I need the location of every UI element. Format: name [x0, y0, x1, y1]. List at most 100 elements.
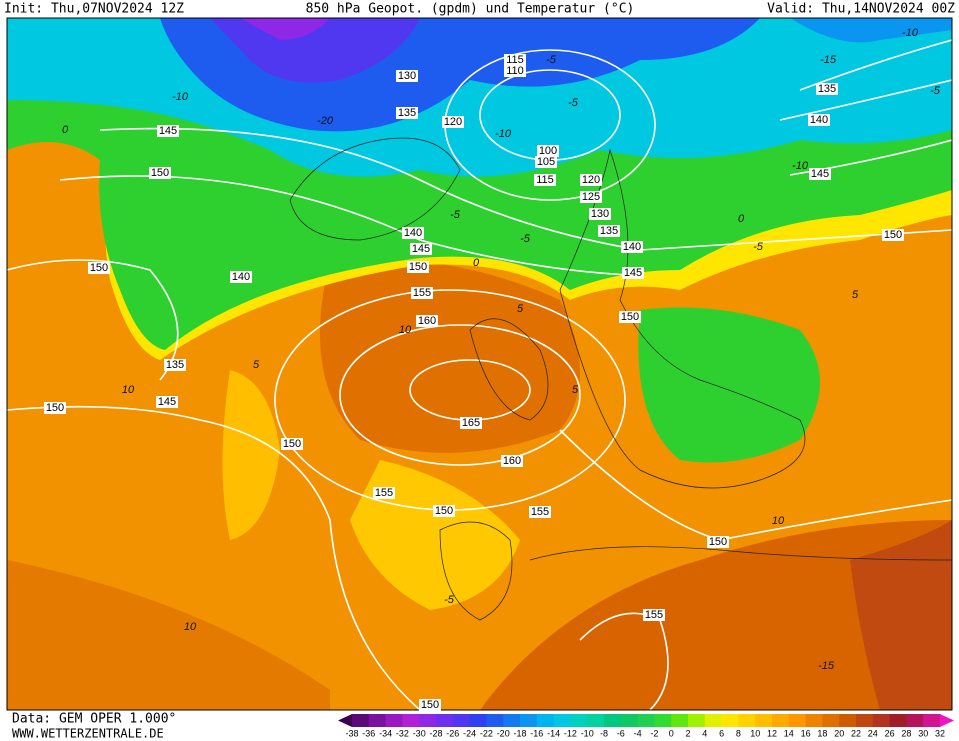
temperature-label: 0 — [738, 213, 745, 225]
colorbar-swatch — [436, 714, 454, 727]
temperature-label: 0 — [473, 257, 480, 269]
temperature-label: -15 — [820, 54, 837, 66]
colorbar-swatch — [402, 714, 420, 727]
label-box — [419, 699, 441, 711]
colorbar-label: -24 — [463, 728, 476, 738]
colorbar-swatch — [385, 714, 403, 727]
geopotential-label: 150 — [884, 229, 902, 241]
label-box — [621, 241, 643, 253]
temperature-label: -5 — [546, 54, 557, 66]
colorbar-label: 16 — [801, 728, 811, 738]
colorbar-label: 12 — [767, 728, 777, 738]
colorbar-label: 24 — [868, 728, 878, 738]
map-title: 850 hPa Geopot. (gpdm) und Temperatur (°… — [306, 2, 635, 17]
geopotential-label: 165 — [462, 417, 480, 429]
geopotential-label: 145 — [412, 243, 430, 255]
label-box — [44, 402, 66, 414]
geopotential-label: 150 — [151, 167, 169, 179]
colorbar-label: 10 — [750, 728, 760, 738]
geopotential-label: 135 — [398, 107, 416, 119]
geopotential-label: 135 — [818, 83, 836, 95]
geopotential-label: 105 — [537, 156, 555, 168]
geopotential-label: 140 — [810, 114, 828, 126]
geopotential-label: 140 — [404, 227, 422, 239]
geopotential-label: 145 — [158, 396, 176, 408]
colorbar-swatch — [856, 714, 874, 727]
colorbar-label: -6 — [617, 728, 625, 738]
label-box — [149, 167, 171, 179]
colorbar-label: 30 — [918, 728, 928, 738]
label-box — [537, 145, 559, 157]
colorbar-swatch — [738, 714, 756, 727]
temperature-label: -10 — [792, 160, 809, 172]
label-box — [410, 243, 432, 255]
label-box — [816, 83, 838, 95]
colorbar-swatch — [452, 714, 471, 727]
geopotential-label: 150 — [90, 262, 108, 274]
label-box — [402, 227, 424, 239]
colorbar-label: 20 — [834, 728, 844, 738]
colorbar-swatch — [587, 714, 605, 727]
temperature-label: 10 — [184, 621, 197, 633]
colorbar-swatch — [721, 714, 739, 727]
geopotential-label: 140 — [232, 271, 250, 283]
colorbar-swatch — [788, 714, 807, 727]
label-box — [643, 609, 665, 621]
temperature-label: 10 — [122, 384, 135, 396]
colorbar-swatch — [570, 714, 588, 727]
label-box — [407, 261, 429, 273]
colorbar: -38 -36 -34 -32 -30 -28 -26 -24 -22 -20 -18 -16 -14-… — [338, 714, 954, 738]
colorbar-label: -4 — [634, 728, 642, 738]
colorbar-swatch — [620, 714, 639, 727]
temperature-label: -10 — [902, 27, 919, 39]
colorbar-swatch — [604, 714, 622, 727]
colorbar-swatch — [503, 714, 521, 727]
colorbar-swatch — [520, 714, 538, 727]
label-box — [504, 65, 526, 77]
colorbar-swatch — [923, 714, 941, 727]
geopotential-label: 155 — [531, 506, 549, 518]
colorbar-label: -12 — [564, 728, 577, 738]
label-box — [164, 359, 186, 371]
temperature-label: -5 — [444, 594, 455, 606]
colorbar-swatch — [889, 714, 907, 727]
website: WWW.WETTERZENTRALE.DE — [12, 727, 164, 741]
colorbar-swatch — [755, 714, 773, 727]
colorbar-swatch — [469, 714, 487, 727]
colorbar-swatch — [486, 714, 504, 727]
colorbar-label: 18 — [817, 728, 827, 738]
label-box — [230, 271, 252, 283]
geopotential-label: 150 — [709, 536, 727, 548]
label-box — [416, 315, 438, 327]
temperature-label: -15 — [818, 660, 835, 672]
colorbar-swatch — [772, 714, 790, 727]
temperature-label: 5 — [572, 384, 579, 396]
label-box — [504, 54, 526, 66]
label-box — [433, 505, 455, 517]
geopotential-label: 135 — [166, 359, 184, 371]
label-box — [619, 311, 641, 323]
colorbar-label: -36 — [362, 728, 375, 738]
geopotential-label: 115 — [506, 54, 524, 66]
temperature-label: 10 — [399, 324, 412, 336]
temperature-label: -10 — [172, 91, 189, 103]
colorbar-label: -28 — [429, 728, 442, 738]
geopotential-label: 150 — [409, 261, 427, 273]
colorbar-label: -10 — [581, 728, 594, 738]
temperature-label: 0 — [62, 124, 69, 136]
colorbar-swatch — [654, 714, 672, 727]
label-box — [589, 208, 611, 220]
label-box — [156, 396, 178, 408]
colorbar-label: -8 — [600, 728, 608, 738]
colorbar-label: 22 — [851, 728, 861, 738]
valid-time: Valid: Thu,14NOV2024 00Z — [767, 2, 955, 17]
geopotential-label: 150 — [421, 699, 439, 711]
geopotential-label: 125 — [582, 191, 600, 203]
colorbar-label: -18 — [513, 728, 526, 738]
colorbar-label: 6 — [719, 728, 724, 738]
geopotential-label: 160 — [503, 455, 521, 467]
label-box — [501, 455, 523, 467]
temperature-label: -5 — [753, 241, 764, 253]
